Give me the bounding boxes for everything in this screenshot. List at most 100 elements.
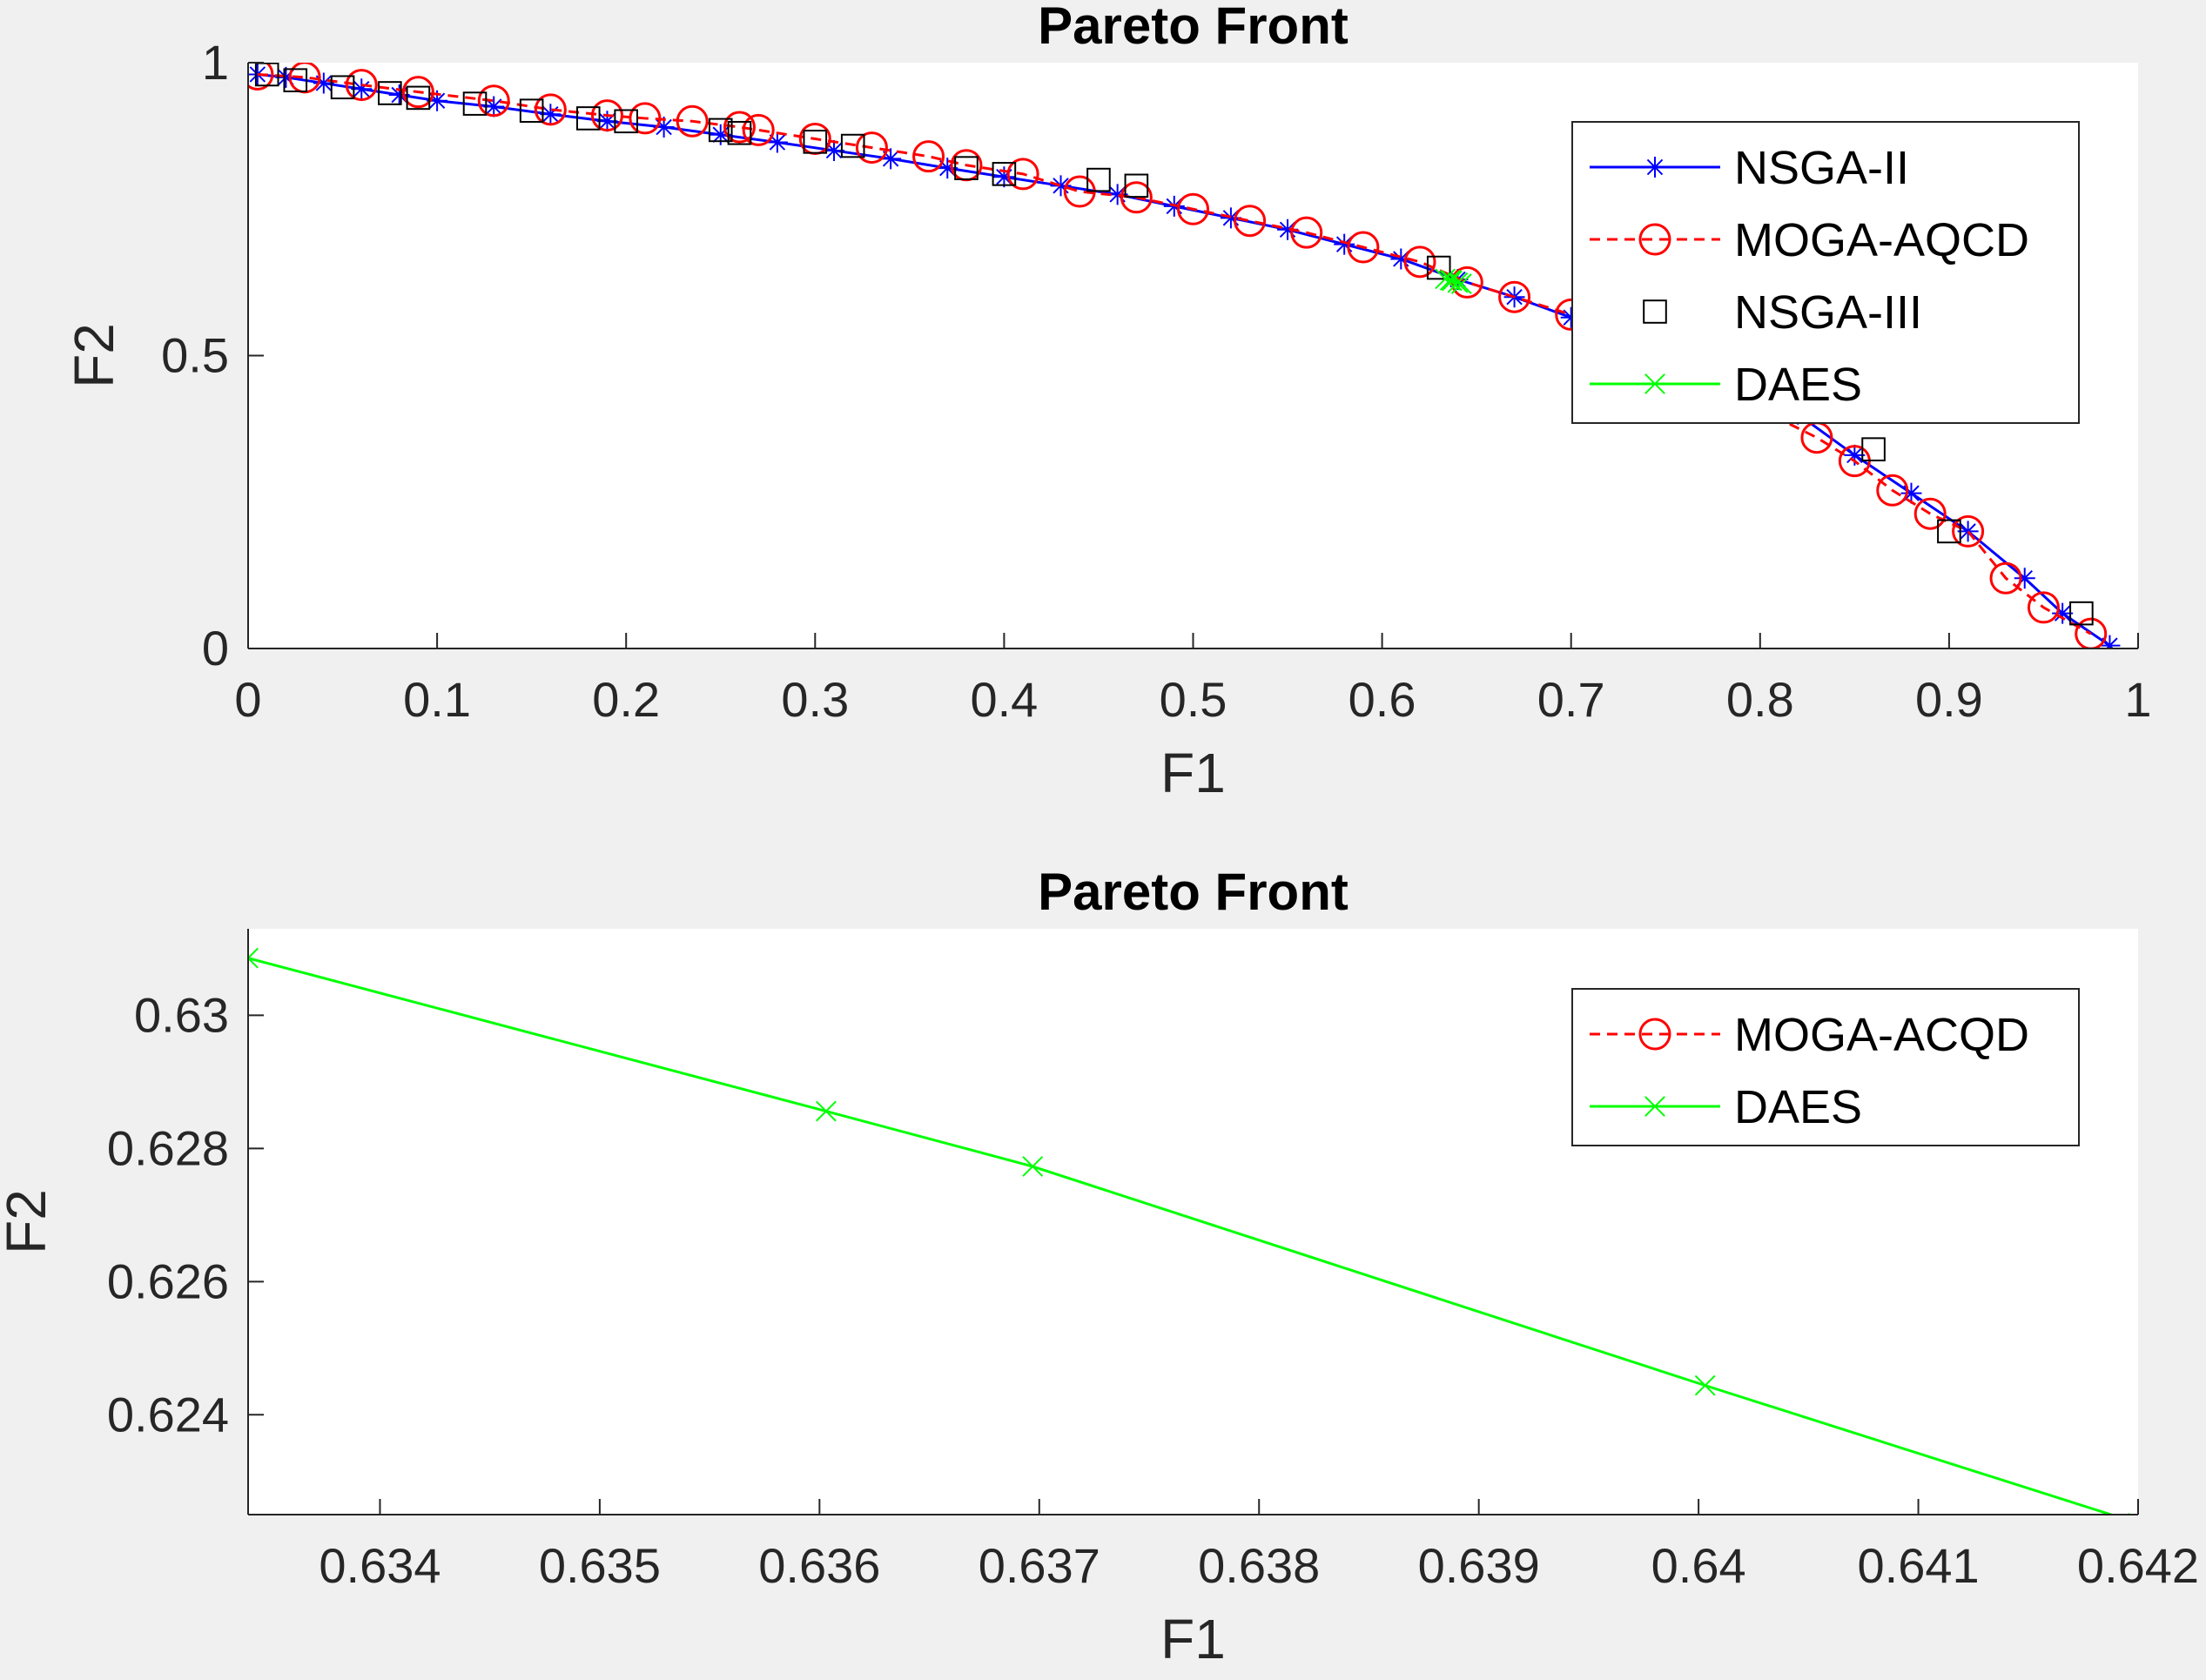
data-point-DAES-1 — [1439, 270, 1461, 291]
x-tick-label: 0.642 — [2077, 1538, 2199, 1593]
data-point-MOGA-AQCD-13 — [912, 140, 945, 173]
x-tick-label: 0.7 — [1537, 672, 1605, 727]
x-tick-label: 1 — [2124, 672, 2151, 727]
legend-label: DAES — [1734, 1081, 1862, 1133]
data-point-NSGA-II-14 — [937, 158, 958, 179]
data-point-DAES-0 — [1435, 268, 1456, 290]
x-tick-label: 0.2 — [592, 672, 660, 727]
x-tick-label: 0.639 — [1418, 1538, 1540, 1593]
data-point-MOGA-AQCD-33 — [2075, 617, 2108, 648]
data-point-NSGA-II-1 — [275, 66, 297, 88]
series-line-MOGA-AQCD — [257, 72, 2092, 635]
data-point-NSGA-III-9 — [708, 118, 733, 143]
data-point-DAES-2 — [1022, 1156, 1044, 1177]
data-point-MOGA-AQCD-0 — [248, 63, 274, 91]
data-point-MOGA-AQCD-7 — [629, 102, 662, 135]
legend-box — [1571, 121, 2080, 424]
data-point-MOGA-AQCD-9 — [723, 111, 756, 144]
data-point-NSGA-III-5 — [462, 91, 488, 116]
data-point-NSGA-II-5 — [427, 90, 448, 111]
data-point-MOGA-AQCD-20 — [1290, 216, 1323, 249]
x-tick-label: 0.638 — [1198, 1538, 1320, 1593]
data-point-NSGA-II-22 — [1390, 248, 1412, 270]
y-axis-label: F2 — [0, 1189, 57, 1254]
data-point-NSGA-II-25 — [1560, 306, 1582, 328]
data-point-MOGA-AQCD-32 — [2027, 591, 2060, 624]
data-point-MOGA-AQCD-17 — [1120, 181, 1153, 214]
data-point-MOGA-AQCD-21 — [1347, 231, 1380, 264]
data-point-DAES-4 — [1450, 273, 1472, 294]
data-point-NSGA-III-18 — [1861, 437, 1886, 461]
y-tick-label: 0.63 — [134, 987, 229, 1042]
data-point-NSGA-II-31 — [1900, 482, 1922, 504]
data-point-NSGA-II-12 — [824, 139, 845, 161]
x-tick-label: 0.636 — [758, 1538, 880, 1593]
data-point-NSGA-II-6 — [483, 96, 505, 118]
x-tick-label: 0.634 — [319, 1538, 441, 1593]
legend-marker-MOGA-ACQD — [1638, 1018, 1671, 1051]
legend-marker-MOGA-AQCD — [1638, 223, 1671, 256]
data-point-MOGA-AQCD-30 — [1952, 514, 1985, 548]
data-point-NSGA-II-30 — [1844, 444, 1866, 466]
data-point-NSGA-II-10 — [710, 124, 731, 145]
x-tick-label: 0.641 — [1857, 1538, 1979, 1593]
legend-box — [1571, 988, 2080, 1146]
data-point-NSGA-II-32 — [1957, 521, 1979, 542]
data-point-NSGA-III-19 — [1937, 519, 1961, 544]
series-group — [248, 947, 2131, 1515]
x-tick-label: 0.637 — [979, 1538, 1100, 1593]
data-point-NSGA-II-35 — [2099, 635, 2121, 648]
data-point-NSGA-II-2 — [313, 72, 334, 94]
x-tick-label: 0.5 — [1160, 672, 1227, 727]
data-point-NSGA-II-3 — [351, 78, 373, 100]
chart-title: Pareto Front — [1038, 863, 1348, 921]
data-point-NSGA-II-33 — [2014, 568, 2035, 589]
data-point-MOGA-AQCD-10 — [742, 113, 775, 146]
chart-title: Pareto Front — [1038, 0, 1348, 55]
series-group — [248, 63, 2121, 648]
data-point-MOGA-AQCD-18 — [1177, 192, 1209, 225]
data-point-MOGA-AQCD-3 — [401, 76, 434, 109]
x-tick-label: 0.4 — [970, 672, 1038, 727]
data-point-NSGA-II-15 — [993, 166, 1015, 188]
data-point-NSGA-III-11 — [803, 130, 828, 154]
legend-label: MOGA-AQCD — [1734, 214, 2029, 266]
data-point-NSGA-III-1 — [283, 68, 308, 92]
data-point-NSGA-II-7 — [540, 104, 562, 125]
data-point-NSGA-III-0 — [254, 63, 279, 87]
data-point-MOGA-AQCD-5 — [534, 93, 567, 126]
data-point-NSGA-III-10 — [727, 120, 752, 145]
data-point-MOGA-AQCD-6 — [590, 99, 623, 132]
data-point-NSGA-III-17 — [1426, 255, 1451, 280]
legend: MOGA-ACQD DAES — [1571, 988, 2080, 1146]
data-point-MOGA-AQCD-12 — [855, 131, 888, 165]
data-point-NSGA-III-13 — [954, 156, 979, 180]
data-point-MOGA-AQCD-22 — [1403, 245, 1436, 279]
x-axis-label: F1 — [1160, 742, 1226, 804]
data-point-NSGA-III-7 — [575, 106, 601, 131]
legend-marker-NSGA-II — [1644, 157, 1665, 178]
x-tick-label: 0.8 — [1726, 672, 1794, 727]
data-point-DAES-3 — [1447, 272, 1469, 293]
data-point-NSGA-II-17 — [1106, 184, 1128, 205]
x-tick-label: 0.635 — [539, 1538, 661, 1593]
legend-label: NSGA-II — [1734, 142, 1909, 194]
data-point-MOGA-AQCD-31 — [1989, 561, 2022, 595]
y-tick-label: 1 — [202, 35, 229, 90]
data-point-NSGA-II-20 — [1277, 218, 1299, 240]
chart-2: 0.634 0.635 0.636 0.637 0.638 0.639 0.64 0.641 0… — [0, 863, 2199, 1670]
y-tick-label: 0.628 — [107, 1120, 229, 1175]
x-tick-label: 0.9 — [1915, 672, 1983, 727]
data-point-DAES-4 — [2128, 1513, 2131, 1515]
data-point-MOGA-AQCD-8 — [676, 104, 709, 138]
y-tick-label: 0.626 — [107, 1253, 229, 1308]
x-tick-label: 0.64 — [1651, 1538, 1746, 1593]
data-point-MOGA-AQCD-29 — [1913, 497, 1947, 530]
legend-label: MOGA-ACQD — [1734, 1009, 2029, 1061]
x-tick-label: 0.1 — [403, 672, 471, 727]
data-point-MOGA-AQCD-2 — [345, 69, 378, 102]
data-point-DAES-1 — [816, 1100, 837, 1122]
data-point-NSGA-II-8 — [596, 111, 618, 132]
x-axis-label: F1 — [1160, 1608, 1226, 1670]
